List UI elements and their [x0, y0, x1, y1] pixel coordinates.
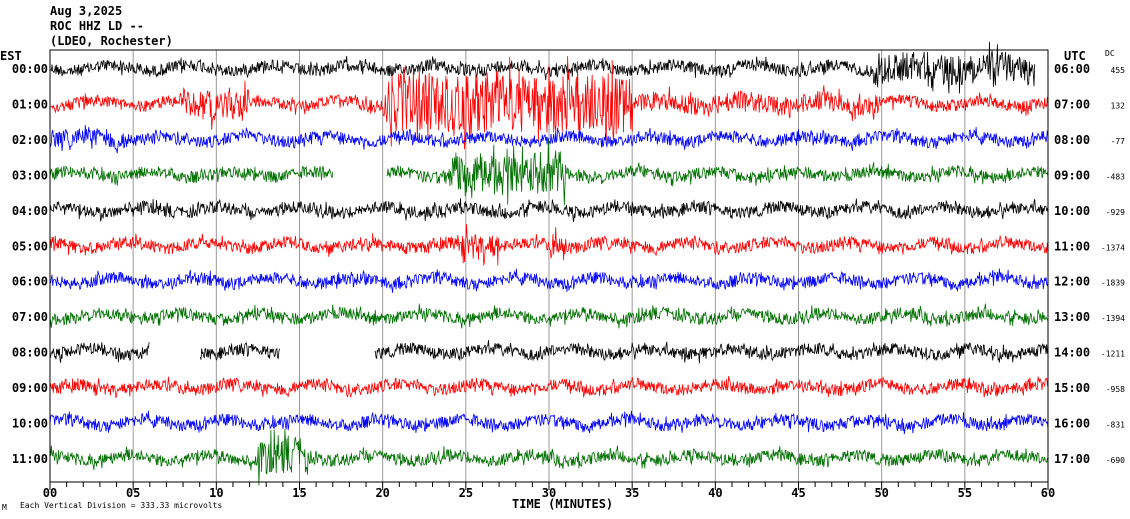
est-hour-label: 01:00 [12, 97, 48, 111]
est-hour-label: 09:00 [12, 381, 48, 395]
trace-row-0200 [49, 124, 1049, 154]
dc-label: DC [1105, 49, 1115, 58]
utc-hour-label: 06:00 [1054, 62, 1090, 76]
trace-row-1100 [49, 428, 1049, 486]
utc-hour-label: 12:00 [1054, 275, 1090, 289]
dc-offset-label: -1211 [1101, 350, 1125, 359]
dc-offset-label: -958 [1106, 385, 1125, 394]
dc-offset-label: -929 [1106, 208, 1125, 217]
trace-row-0400 [49, 198, 1049, 222]
est-hour-label: 06:00 [12, 275, 48, 289]
dc-offset-label: -831 [1106, 421, 1125, 430]
est-hour-label: 11:00 [12, 452, 48, 466]
est-hour-label: 10:00 [12, 417, 48, 431]
utc-hour-label: 14:00 [1054, 346, 1090, 360]
trace-row-0100 [49, 56, 1049, 150]
trace-row-0000 [49, 41, 1036, 94]
trace-row-0500 [49, 224, 1049, 266]
x-tick-label: 15 [292, 486, 306, 500]
dc-offset-label: -483 [1106, 172, 1125, 181]
dc-offset-label: 132 [1111, 101, 1126, 110]
est-hour-label: 00:00 [12, 62, 48, 76]
x-tick-label: 25 [459, 486, 473, 500]
trace-row-0700 [49, 303, 1049, 329]
header-date: Aug 3,2025 [50, 4, 122, 18]
utc-hour-label: 08:00 [1054, 133, 1090, 147]
est-hour-label: 02:00 [12, 133, 48, 147]
utc-hour-label: 09:00 [1054, 168, 1090, 182]
x-tick-label: 50 [874, 486, 888, 500]
dc-offset-label: -1839 [1101, 279, 1125, 288]
trace-row-0800 [49, 342, 150, 363]
trace-row-0300 [49, 165, 334, 186]
est-hour-label: 08:00 [12, 346, 48, 360]
dc-offset-label: -77 [1111, 137, 1126, 146]
trace-row-0600 [49, 268, 1049, 293]
traces [49, 41, 1049, 486]
est-hour-label: 04:00 [12, 204, 48, 218]
utc-hour-label: 16:00 [1054, 417, 1090, 431]
grid-lines [132, 50, 966, 482]
trace-row-0900 [49, 376, 1049, 399]
dc-offset-label: 455 [1111, 66, 1126, 75]
x-axis: 00 05 10 15 20 25 30 35 40 45 50 55 60 [43, 482, 1055, 500]
utc-hour-label: 15:00 [1054, 381, 1090, 395]
x-tick-label: 30 [542, 486, 556, 500]
row-labels: 00:00 06:00 455 01:00 07:00 132 02:00 08:00 -77 0… [12, 62, 1125, 466]
scale-note: Each Vertical Division = 333.33 microvol… [20, 501, 222, 510]
utc-hour-label: 13:00 [1054, 310, 1090, 324]
est-label: EST [0, 49, 22, 63]
est-hour-label: 05:00 [12, 239, 48, 253]
header-station: ROC HHZ LD -- [50, 19, 144, 33]
x-tick-label: 60 [1041, 486, 1055, 500]
dc-offset-label: -690 [1106, 456, 1125, 465]
x-tick-label: 00 [43, 486, 57, 500]
header-network: (LDEO, Rochester) [50, 34, 173, 48]
utc-hour-label: 07:00 [1054, 97, 1090, 111]
x-tick-label: 55 [958, 486, 972, 500]
x-tick-label: 40 [708, 486, 722, 500]
x-axis-title: TIME (MINUTES) [512, 497, 613, 511]
x-tick-label: 35 [625, 486, 639, 500]
trace-row-0800 [374, 339, 1049, 364]
x-tick-label: 45 [791, 486, 805, 500]
x-tick-label: 20 [375, 486, 389, 500]
est-hour-label: 03:00 [12, 168, 48, 182]
utc-label: UTC [1064, 49, 1086, 63]
dc-offset-label: -1394 [1101, 314, 1125, 323]
est-hour-label: 07:00 [12, 310, 48, 324]
trace-row-1000 [49, 410, 1049, 435]
dc-offset-label: -1374 [1101, 243, 1125, 252]
utc-hour-label: 17:00 [1054, 452, 1090, 466]
trace-row-0800 [200, 342, 280, 361]
x-tick-label: 10 [209, 486, 223, 500]
footer-mark: M [2, 503, 7, 512]
utc-hour-label: 10:00 [1054, 204, 1090, 218]
utc-hour-label: 11:00 [1054, 239, 1090, 253]
trace-row-0300 [386, 139, 1049, 206]
x-tick-label: 05 [126, 486, 140, 500]
